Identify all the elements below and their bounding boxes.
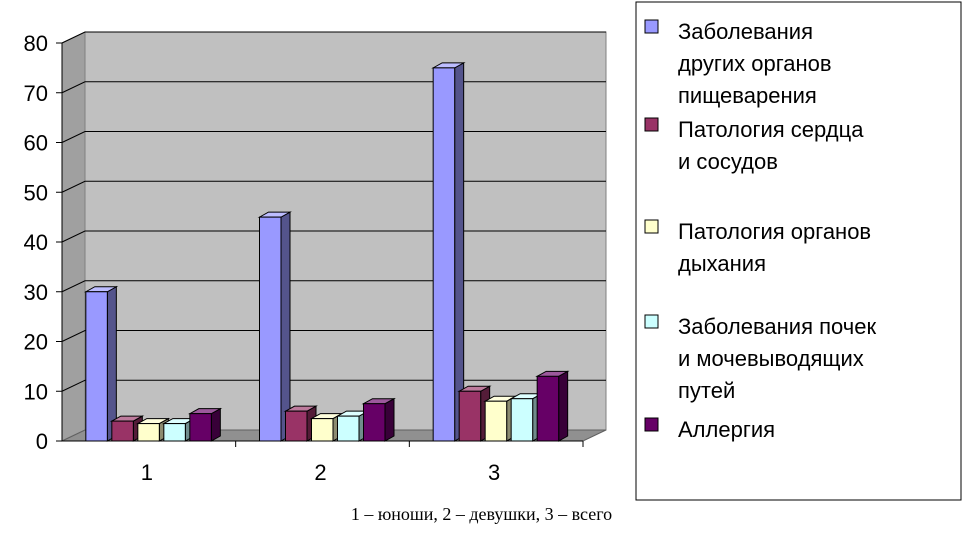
chart-caption: 1 – юноши, 2 – девушки, 3 – всего bbox=[350, 504, 613, 524]
gridlines bbox=[61, 31, 606, 392]
bar bbox=[257, 211, 292, 442]
legend-item: Заболевания почек и мочевыводящих путей bbox=[644, 314, 876, 403]
legend: Заболевания других органов пищеварения Пато… bbox=[635, 1, 962, 501]
legend-label: и сосудов bbox=[678, 149, 778, 174]
legend-label: дыхания bbox=[678, 251, 766, 276]
gridline bbox=[61, 379, 606, 392]
legend-label: Заболевания почек bbox=[678, 314, 876, 339]
y-tick-label: 60 bbox=[24, 131, 48, 156]
y-tick-label: 30 bbox=[24, 280, 48, 305]
y-tick-label: 10 bbox=[24, 379, 48, 404]
legend-swatch bbox=[644, 417, 659, 432]
gridline bbox=[61, 131, 606, 143]
x-tick-label: 1 bbox=[141, 460, 153, 485]
bar bbox=[187, 407, 223, 442]
legend-item: Аллергия bbox=[644, 417, 775, 442]
bars bbox=[83, 62, 570, 442]
legend-label: Патология органов bbox=[678, 219, 871, 244]
y-tick-label: 70 bbox=[24, 81, 48, 106]
gridline bbox=[61, 81, 606, 94]
legend-label: других органов bbox=[678, 51, 832, 76]
bar bbox=[361, 397, 396, 442]
y-tick-labels: 0 10 20 30 40 50 60 70 80 bbox=[24, 31, 48, 454]
legend-item: Заболевания других органов пищеварения bbox=[644, 19, 832, 108]
legend-swatch bbox=[644, 19, 659, 34]
x-tick-labels: 1 2 3 bbox=[141, 460, 501, 485]
legend-item: Патология органов дыхания bbox=[644, 219, 871, 276]
legend-item: Патология сердца и сосудов bbox=[644, 117, 864, 174]
y-tick-label: 0 bbox=[36, 429, 48, 454]
gridline bbox=[61, 180, 606, 193]
y-tick-label: 50 bbox=[24, 180, 48, 205]
legend-label: Аллергия bbox=[678, 417, 775, 442]
legend-swatch bbox=[644, 219, 659, 234]
x-tick-label: 2 bbox=[314, 460, 326, 485]
legend-swatch bbox=[644, 314, 659, 329]
plot-wall bbox=[61, 31, 607, 442]
y-tick-label: 40 bbox=[24, 230, 48, 255]
y-tick-label: 20 bbox=[24, 330, 48, 355]
legend-label: и мочевыводящих bbox=[678, 346, 864, 371]
legend-label: пищеварения bbox=[678, 83, 817, 108]
gridline bbox=[61, 280, 606, 293]
legend-box bbox=[635, 1, 962, 501]
gridline bbox=[61, 230, 606, 243]
y-tick-label: 80 bbox=[24, 31, 48, 56]
bar bbox=[535, 370, 570, 442]
legend-label: Патология сердца bbox=[678, 117, 864, 142]
legend-label: Заболевания bbox=[678, 19, 813, 44]
bar bbox=[83, 285, 119, 442]
bar bbox=[431, 62, 466, 442]
gridline bbox=[61, 31, 606, 44]
x-tick-label: 3 bbox=[488, 460, 500, 485]
gridline bbox=[61, 330, 606, 342]
legend-swatch bbox=[644, 117, 659, 132]
legend-label: путей bbox=[678, 378, 735, 403]
